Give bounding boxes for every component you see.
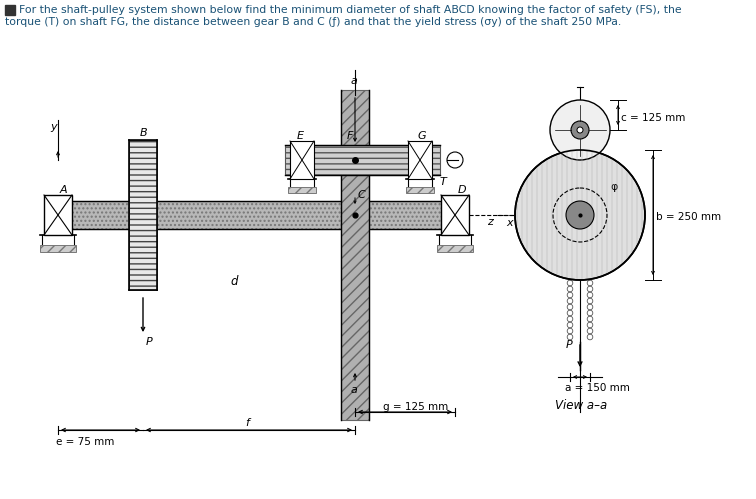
- Text: For the shaft-pulley system shown below find the minimum diameter of shaft ABCD : For the shaft-pulley system shown below …: [19, 5, 682, 15]
- Bar: [437, 245, 473, 252]
- Text: y: y: [50, 122, 57, 132]
- Text: x: x: [506, 218, 513, 228]
- Text: C: C: [358, 190, 366, 200]
- Text: c = 125 mm: c = 125 mm: [621, 113, 686, 123]
- Text: G: G: [417, 131, 426, 141]
- Text: P: P: [566, 340, 573, 350]
- Bar: [441, 195, 469, 235]
- Text: B: B: [140, 128, 147, 138]
- Circle shape: [577, 127, 583, 133]
- Text: g = 125 mm: g = 125 mm: [383, 402, 448, 412]
- Circle shape: [550, 100, 610, 160]
- Text: a: a: [351, 76, 358, 86]
- Bar: [341, 90, 369, 420]
- Bar: [44, 195, 72, 235]
- Bar: [5, 5, 15, 15]
- Bar: [285, 145, 440, 175]
- Bar: [58, 201, 468, 229]
- Text: z: z: [487, 217, 493, 227]
- Text: E: E: [297, 131, 304, 141]
- Text: D: D: [458, 185, 466, 195]
- Circle shape: [566, 201, 594, 229]
- Text: z: z: [519, 218, 525, 228]
- Bar: [288, 187, 316, 193]
- Bar: [408, 141, 432, 179]
- Text: b = 250 mm: b = 250 mm: [656, 212, 721, 222]
- Text: T: T: [440, 177, 447, 187]
- Bar: [40, 245, 76, 252]
- Text: F: F: [347, 131, 353, 141]
- Text: torque (T) on shaft FG, the distance between gear B and C (ƒ) and that the yield: torque (T) on shaft FG, the distance bet…: [5, 17, 621, 27]
- Text: f: f: [245, 418, 249, 428]
- Text: e = 75 mm: e = 75 mm: [56, 437, 114, 447]
- Text: a = 150 mm: a = 150 mm: [565, 383, 630, 393]
- Text: d: d: [230, 275, 237, 288]
- Text: P: P: [146, 337, 153, 347]
- Text: A: A: [60, 185, 67, 195]
- Bar: [290, 141, 314, 179]
- Text: View a–a: View a–a: [555, 399, 607, 412]
- Text: a: a: [351, 385, 358, 395]
- Text: φ: φ: [610, 182, 618, 192]
- Circle shape: [515, 150, 645, 280]
- Circle shape: [571, 121, 589, 139]
- Bar: [406, 187, 434, 193]
- Bar: [129, 140, 157, 290]
